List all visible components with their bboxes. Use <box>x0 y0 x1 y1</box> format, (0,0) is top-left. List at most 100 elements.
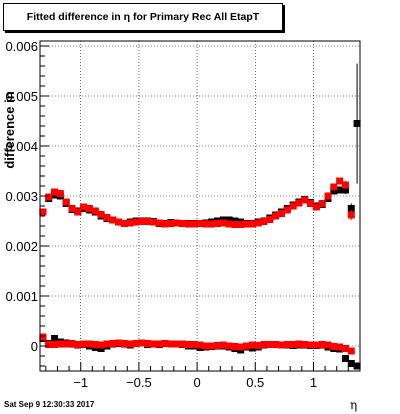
data-point <box>341 345 349 352</box>
data-point <box>272 212 280 220</box>
data-point <box>190 341 198 348</box>
data-point <box>225 216 233 224</box>
data-point <box>225 342 233 350</box>
data-point <box>307 341 315 349</box>
data-point <box>202 220 210 228</box>
data-point <box>51 341 59 348</box>
data-point <box>266 341 274 348</box>
x-axis-label: η <box>350 398 358 412</box>
data-point <box>312 341 320 349</box>
data-point <box>103 214 111 221</box>
y-tick-label: 0 <box>31 339 38 354</box>
data-point <box>80 340 88 348</box>
data-point <box>312 203 320 211</box>
data-point <box>318 341 326 348</box>
data-point <box>85 340 93 348</box>
data-point <box>248 341 256 349</box>
data-point <box>173 340 181 348</box>
data-point <box>51 335 59 342</box>
data-point <box>115 339 123 347</box>
data-point <box>336 343 344 351</box>
data-point <box>243 342 251 350</box>
data-point <box>208 220 216 228</box>
data-point <box>179 220 187 227</box>
data-point <box>109 340 117 347</box>
date-stamp: Sat Sep 9 12:30:33 2017 <box>4 400 95 409</box>
data-point <box>243 220 251 228</box>
data-point <box>91 341 99 348</box>
data-point <box>138 339 146 347</box>
axis-ticks: −1 −0.5 0 0.5 1 0 0.001 0.002 0.003 0.004 0.005 0.0… <box>5 39 349 390</box>
data-point <box>45 193 53 201</box>
data-point <box>85 205 93 212</box>
data-point <box>97 341 105 349</box>
data-point <box>330 183 338 191</box>
data-point <box>184 220 192 228</box>
data-point <box>202 342 210 350</box>
x-tick-label: 0.5 <box>246 375 264 390</box>
data-point <box>103 340 111 348</box>
data-point <box>62 198 70 206</box>
data-point <box>155 219 163 227</box>
data-point <box>336 186 344 194</box>
data-point <box>307 200 315 207</box>
chart-title: Fitted difference in η for Primary Rec A… <box>3 3 283 31</box>
data-point <box>149 340 157 348</box>
data-point <box>74 208 82 216</box>
data-point <box>318 200 326 207</box>
data-point <box>272 341 280 348</box>
data-point <box>219 341 227 349</box>
data-point <box>56 340 64 348</box>
data-point <box>341 181 349 189</box>
data-point <box>51 188 59 196</box>
data-point <box>132 218 140 226</box>
data-point <box>353 362 361 370</box>
data-point <box>277 210 285 217</box>
data-point <box>260 218 268 225</box>
data-point <box>167 340 175 348</box>
data-point <box>80 203 88 211</box>
data-point <box>45 341 53 348</box>
data-point <box>324 341 332 349</box>
data-point <box>196 220 204 227</box>
data-point <box>248 220 256 228</box>
data-point <box>208 342 216 350</box>
data-point <box>231 221 239 228</box>
data-point <box>132 340 140 347</box>
data-point <box>91 207 99 215</box>
data-point <box>167 220 175 227</box>
data-point <box>330 187 338 195</box>
data-point <box>347 211 355 219</box>
data-point <box>126 219 134 227</box>
data-point <box>126 340 134 348</box>
data-point <box>254 219 262 227</box>
data-point <box>277 341 285 349</box>
data-point <box>196 341 204 349</box>
x-tick-label: 1 <box>310 375 317 390</box>
data-point <box>39 208 47 216</box>
data-point <box>68 205 76 212</box>
y-tick-label: 0.004 <box>5 139 38 154</box>
data-point <box>347 205 355 212</box>
y-tick-label: 0.002 <box>5 239 38 254</box>
data-point <box>295 199 303 207</box>
data-point <box>149 218 157 226</box>
data-point <box>341 186 349 194</box>
data-point <box>115 218 123 226</box>
data-point <box>161 220 169 228</box>
data-point <box>213 342 221 349</box>
y-tick-label: 0.001 <box>5 289 38 304</box>
data-point <box>120 340 128 347</box>
data-point <box>283 206 291 214</box>
data-point <box>231 343 239 350</box>
data-point <box>283 341 291 348</box>
y-tick-label: 0.003 <box>5 189 38 204</box>
data-markers <box>39 63 361 370</box>
data-point <box>144 218 152 225</box>
data-point <box>161 340 169 347</box>
data-point <box>62 340 70 348</box>
x-tick-label: −1 <box>73 375 88 390</box>
data-point <box>155 340 163 348</box>
data-point <box>97 211 105 218</box>
